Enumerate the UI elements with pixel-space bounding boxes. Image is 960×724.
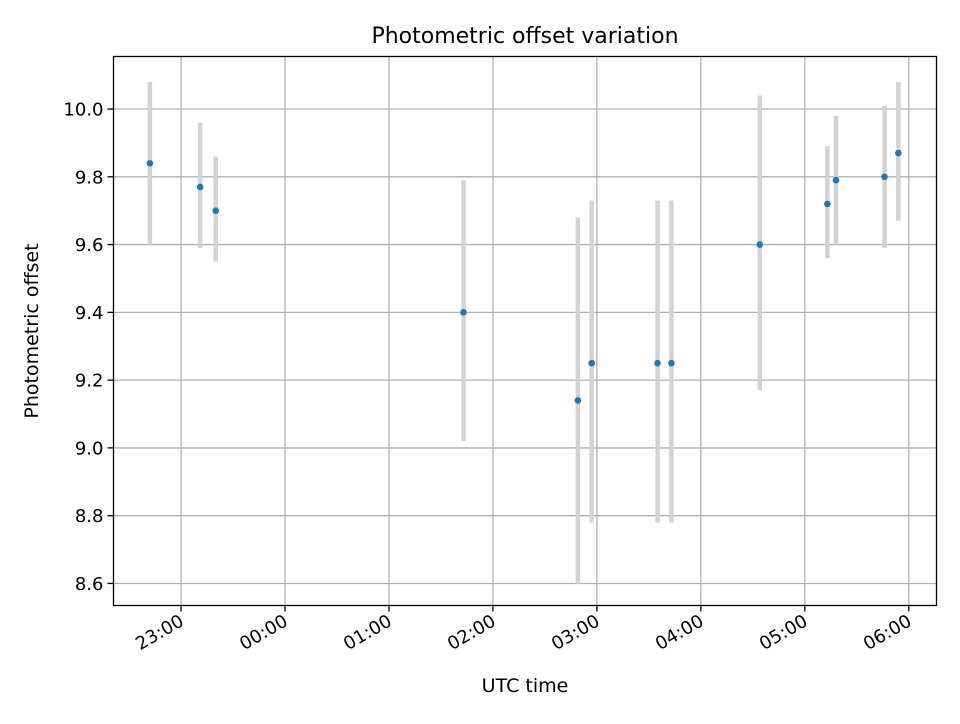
data-point (588, 359, 596, 367)
data-point (756, 241, 764, 248)
y-tick-label: 10.0 (63, 100, 103, 121)
y-tick-label: 9.2 (75, 371, 104, 392)
errorbar-layer (147, 81, 901, 584)
data-point (895, 149, 902, 157)
point-layer (146, 149, 902, 404)
data-point (824, 200, 831, 208)
grid-layer (113, 56, 937, 606)
x-tick-label: 06:00 (860, 611, 915, 655)
x-tick-label: 02:00 (444, 611, 499, 655)
y-tick-label: 9.0 (75, 438, 104, 459)
data-point (881, 173, 888, 181)
plot-frame (112, 55, 938, 607)
y-tick-label: 8.6 (75, 574, 104, 595)
data-point (460, 309, 467, 316)
x-tick-label: 01:00 (340, 611, 395, 655)
x-tick-label: 23:00 (132, 611, 187, 655)
x-tick-label: 04:00 (652, 611, 707, 655)
x-tick-label: 00:00 (236, 611, 291, 655)
y-tick-label: 8.8 (75, 506, 104, 527)
data-point (668, 359, 675, 367)
data-point (832, 176, 840, 184)
y-axis-label: Photometric offset (21, 243, 43, 418)
x-tick-label: 05:00 (756, 611, 811, 655)
data-point (654, 359, 661, 367)
data-point (574, 397, 582, 404)
y-tick-label: 9.4 (75, 303, 104, 324)
tick-layer: 23:00 00:00 01:00 02:00 03:00 04:00 05:00 06:00… (63, 100, 915, 655)
x-tick-label: 03:00 (548, 611, 603, 655)
x-axis-label: UTC time (482, 675, 569, 697)
data-point (146, 159, 154, 167)
y-tick-label: 9.6 (75, 235, 104, 256)
y-tick-label: 9.8 (75, 167, 104, 188)
data-point (212, 207, 220, 214)
chart-title: Photometric offset variation (371, 24, 678, 49)
data-point (196, 183, 204, 191)
